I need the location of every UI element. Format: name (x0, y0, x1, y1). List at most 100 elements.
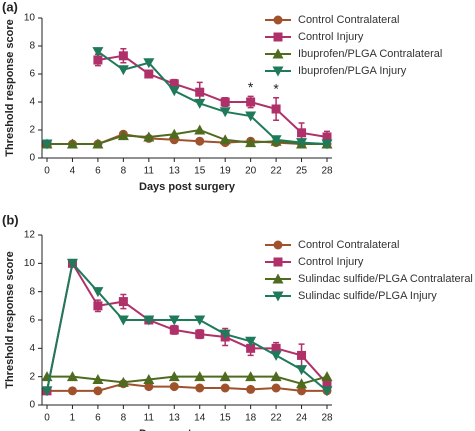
panel-label: (b) (2, 212, 19, 227)
marker (220, 97, 230, 107)
marker (297, 128, 307, 138)
marker (117, 376, 129, 387)
marker (66, 138, 78, 149)
marker (41, 139, 53, 150)
x-tick-label: 28 (321, 413, 333, 424)
marker (92, 138, 104, 149)
marker (272, 48, 284, 59)
marker (93, 55, 103, 65)
series-line (47, 375, 328, 385)
x-tick-label: 25 (296, 166, 308, 177)
y-tick-label: 10 (24, 13, 36, 24)
marker (273, 257, 283, 267)
marker (92, 287, 104, 298)
marker (118, 51, 128, 61)
y-tick-label: 10 (24, 258, 36, 269)
x-tick-label: 8 (121, 413, 127, 424)
marker (220, 383, 230, 393)
y-tick-label: 4 (29, 97, 35, 108)
legend-label: Control Injury (298, 256, 364, 268)
marker (296, 378, 308, 389)
marker (321, 371, 333, 382)
x-tick-label: 0 (44, 166, 50, 177)
marker (117, 65, 129, 76)
marker (322, 132, 332, 142)
x-tick-label: 13 (169, 413, 181, 424)
x-tick-label: 4 (70, 166, 76, 177)
annotation: * (248, 79, 254, 95)
marker (322, 379, 332, 389)
marker (66, 258, 78, 269)
marker (194, 371, 206, 382)
legend-label: Ibuprofen/PLGA Contralateral (298, 48, 442, 60)
marker (272, 66, 284, 77)
marker (245, 137, 257, 148)
marker (245, 336, 257, 347)
marker (272, 291, 284, 302)
series-line (97, 50, 328, 145)
x-tick-label: 8 (121, 166, 127, 177)
marker (93, 301, 103, 311)
y-tick-label: 0 (29, 153, 35, 164)
marker (194, 98, 206, 109)
marker (219, 371, 231, 382)
x-tick-label: 13 (169, 166, 181, 177)
legend-label: Sulindac sulfide/PLGA Injury (298, 290, 437, 302)
marker (245, 371, 257, 382)
x-tick-label: 22 (271, 413, 283, 424)
marker (67, 386, 77, 396)
marker (143, 58, 155, 69)
marker (321, 139, 333, 150)
marker (273, 32, 283, 42)
marker (273, 240, 283, 250)
marker (195, 136, 205, 146)
marker (169, 325, 179, 335)
marker (117, 315, 129, 326)
marker (271, 383, 281, 393)
marker (92, 47, 104, 58)
x-tick-label: 6 (95, 166, 101, 177)
marker (169, 382, 179, 392)
x-tick-label: 1 (70, 413, 76, 424)
marker (168, 86, 180, 97)
marker (270, 371, 282, 382)
marker (246, 343, 256, 353)
marker (271, 104, 281, 114)
x-tick-label: 19 (220, 166, 232, 177)
marker (270, 350, 282, 361)
marker (297, 386, 307, 396)
marker (143, 131, 155, 142)
legend-label: Control Contralateral (298, 239, 400, 251)
marker (296, 138, 308, 149)
x-tick-label: 14 (194, 413, 206, 424)
x-tick-label: 6 (95, 413, 101, 424)
series-line (47, 128, 327, 145)
marker (271, 343, 281, 353)
legend-label: Control Injury (298, 31, 364, 43)
y-tick-label: 2 (29, 371, 35, 382)
marker (272, 273, 284, 284)
x-axis-label: Days post surgery (139, 181, 236, 193)
x-tick-label: 11 (144, 413, 155, 424)
annotation: * (273, 81, 279, 97)
marker (321, 386, 333, 397)
x-tick-label: 24 (296, 413, 308, 424)
x-tick-label: 20 (245, 166, 257, 177)
marker (168, 315, 180, 326)
marker (296, 365, 308, 376)
marker (93, 386, 103, 396)
marker (168, 371, 180, 382)
y-tick-label: 0 (29, 400, 35, 411)
marker (168, 128, 180, 139)
marker (195, 87, 205, 97)
marker (92, 374, 104, 384)
marker (219, 329, 231, 340)
marker (219, 107, 231, 118)
y-tick-label: 4 (29, 343, 35, 354)
marker (169, 79, 179, 89)
marker (144, 69, 154, 79)
series-line (46, 261, 328, 392)
series-line (47, 382, 327, 392)
marker (117, 130, 129, 141)
